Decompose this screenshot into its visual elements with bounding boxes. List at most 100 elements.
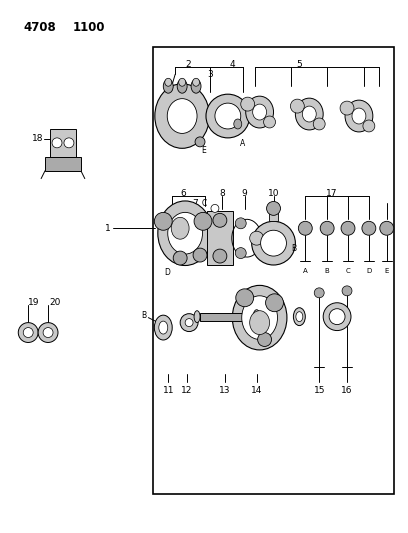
Ellipse shape: [250, 311, 270, 335]
Circle shape: [43, 328, 53, 337]
Bar: [200, 313, 255, 321]
Text: 10: 10: [268, 189, 279, 198]
Ellipse shape: [177, 79, 187, 93]
Text: C: C: [202, 199, 206, 208]
Ellipse shape: [167, 99, 197, 133]
Circle shape: [342, 286, 352, 296]
Circle shape: [23, 328, 33, 337]
Text: B: B: [141, 311, 146, 320]
Circle shape: [362, 221, 376, 235]
Text: B: B: [291, 244, 296, 253]
Ellipse shape: [179, 78, 186, 86]
Circle shape: [341, 221, 355, 235]
Circle shape: [313, 118, 325, 130]
Ellipse shape: [293, 308, 305, 326]
Text: 12: 12: [182, 386, 193, 394]
Circle shape: [213, 249, 227, 263]
Circle shape: [52, 138, 62, 148]
Text: 19: 19: [28, 298, 39, 307]
Text: 18: 18: [31, 134, 43, 143]
Text: 17: 17: [326, 189, 338, 198]
Text: C: C: [346, 268, 350, 274]
Text: 4: 4: [230, 60, 235, 69]
Text: 1100: 1100: [73, 21, 105, 34]
Circle shape: [154, 212, 172, 230]
Ellipse shape: [165, 78, 172, 86]
Text: 11: 11: [162, 386, 174, 394]
Text: D: D: [164, 269, 170, 278]
Circle shape: [235, 248, 246, 259]
Ellipse shape: [194, 311, 200, 322]
Ellipse shape: [234, 119, 242, 129]
Text: 20: 20: [50, 298, 61, 307]
Ellipse shape: [195, 137, 205, 147]
Bar: [45, 157, 81, 171]
Text: 5: 5: [297, 60, 302, 69]
Text: 2: 2: [185, 60, 191, 69]
Text: 8: 8: [219, 189, 225, 198]
Circle shape: [320, 221, 334, 235]
Bar: [153, 47, 395, 494]
Circle shape: [257, 333, 272, 346]
Circle shape: [250, 231, 264, 245]
Circle shape: [215, 103, 241, 129]
Bar: [50, 129, 76, 157]
Circle shape: [380, 221, 394, 235]
Bar: [268, 204, 279, 221]
Text: 4708: 4708: [23, 21, 56, 34]
Ellipse shape: [155, 84, 209, 148]
Circle shape: [323, 303, 351, 330]
Text: 16: 16: [341, 386, 353, 394]
Circle shape: [206, 94, 250, 138]
Text: 9: 9: [242, 189, 248, 198]
Circle shape: [266, 294, 284, 312]
Circle shape: [252, 221, 295, 265]
Circle shape: [314, 288, 324, 298]
Circle shape: [236, 289, 254, 306]
Text: 3: 3: [207, 70, 213, 79]
Circle shape: [329, 309, 345, 325]
Circle shape: [241, 97, 255, 111]
Text: B: B: [325, 268, 330, 274]
Ellipse shape: [193, 78, 200, 86]
Circle shape: [194, 212, 212, 230]
Circle shape: [266, 201, 280, 215]
Text: 13: 13: [219, 386, 231, 394]
Text: E: E: [385, 268, 389, 274]
Circle shape: [290, 99, 304, 113]
Ellipse shape: [163, 79, 173, 93]
Ellipse shape: [168, 212, 202, 254]
Circle shape: [193, 248, 207, 262]
Circle shape: [173, 251, 187, 265]
Ellipse shape: [253, 104, 266, 120]
Text: 1: 1: [105, 224, 111, 233]
Text: A: A: [240, 139, 245, 148]
Ellipse shape: [242, 296, 277, 340]
Ellipse shape: [295, 98, 323, 130]
Ellipse shape: [191, 79, 201, 93]
Ellipse shape: [302, 106, 316, 122]
Ellipse shape: [345, 100, 373, 132]
Circle shape: [261, 230, 286, 256]
Text: E: E: [202, 146, 206, 155]
Ellipse shape: [158, 201, 213, 265]
Text: A: A: [303, 268, 308, 274]
Circle shape: [363, 120, 375, 132]
Circle shape: [180, 314, 198, 332]
Text: 14: 14: [251, 386, 262, 394]
Text: 7: 7: [192, 199, 198, 208]
Circle shape: [264, 116, 275, 128]
Ellipse shape: [246, 96, 273, 128]
Ellipse shape: [159, 321, 168, 334]
Text: D: D: [366, 268, 372, 274]
Circle shape: [64, 138, 74, 148]
Circle shape: [18, 322, 38, 343]
Ellipse shape: [232, 285, 287, 350]
Bar: [207, 212, 233, 265]
Ellipse shape: [253, 310, 260, 324]
Circle shape: [211, 205, 219, 212]
Circle shape: [38, 322, 58, 343]
Ellipse shape: [296, 312, 303, 321]
Circle shape: [298, 221, 312, 235]
Circle shape: [340, 101, 354, 115]
